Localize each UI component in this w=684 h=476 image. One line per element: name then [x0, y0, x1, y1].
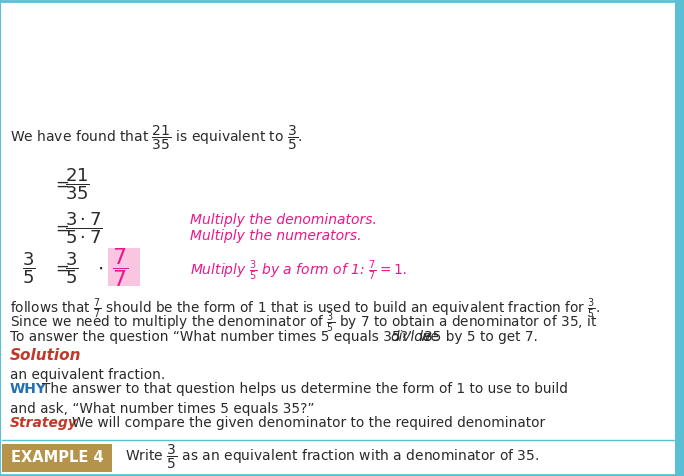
Text: Write $\dfrac{3}{5}$ as an equivalent fraction with a denominator of 35.: Write $\dfrac{3}{5}$ as an equivalent fr…	[125, 443, 540, 471]
Text: Multiply the denominators.: Multiply the denominators.	[190, 213, 377, 227]
Text: $\dfrac{3}{5}$: $\dfrac{3}{5}$	[65, 250, 79, 286]
Text: and ask, “What number times 5 equals 35?”: and ask, “What number times 5 equals 35?…	[10, 402, 315, 416]
Text: Multiply $\frac{3}{5}$ by a form of 1: $\frac{7}{7} = 1$.: Multiply $\frac{3}{5}$ by a form of 1: $…	[190, 259, 407, 283]
FancyBboxPatch shape	[675, 0, 684, 476]
Text: Strategy: Strategy	[10, 416, 78, 430]
Text: Since we need to multiply the denominator of $\frac{3}{5}$ by 7 to obtain a deno: Since we need to multiply the denominato…	[10, 311, 597, 335]
Text: $\dfrac{3 \cdot 7}{5 \cdot 7}$: $\dfrac{3 \cdot 7}{5 \cdot 7}$	[65, 210, 103, 246]
Text: Multiply the numerators.: Multiply the numerators.	[190, 229, 362, 243]
Text: $\dfrac{3}{5}$: $\dfrac{3}{5}$	[22, 250, 36, 286]
Text: $\cdot$: $\cdot$	[97, 258, 103, 278]
Text: $=$: $=$	[52, 219, 69, 237]
Text: $\dfrac{21}{35}$: $\dfrac{21}{35}$	[65, 166, 90, 202]
Text: We will compare the given denominator to the required denominator: We will compare the given denominator to…	[72, 416, 545, 430]
Text: We have found that $\dfrac{21}{35}$ is equivalent to $\dfrac{3}{5}$.: We have found that $\dfrac{21}{35}$ is e…	[10, 124, 303, 152]
Text: follows that $\frac{7}{7}$ should be the form of 1 that is used to build an equi: follows that $\frac{7}{7}$ should be the…	[10, 297, 601, 321]
FancyBboxPatch shape	[108, 248, 140, 286]
Text: an equivalent fraction.: an equivalent fraction.	[10, 368, 166, 382]
Text: WHY: WHY	[10, 382, 47, 396]
Text: To answer the question “What number times 5 equals 35?” we: To answer the question “What number time…	[10, 330, 443, 344]
Text: $\dfrac{7}{7}$: $\dfrac{7}{7}$	[112, 247, 128, 289]
Text: 35 by 5 to get 7.: 35 by 5 to get 7.	[424, 330, 538, 344]
Text: $=$: $=$	[52, 175, 69, 193]
Text: Solution: Solution	[10, 347, 81, 363]
Text: The answer to that question helps us determine the form of 1 to use to build: The answer to that question helps us det…	[42, 382, 568, 396]
Text: divide: divide	[390, 330, 431, 344]
Text: $=$: $=$	[52, 259, 69, 277]
FancyBboxPatch shape	[2, 444, 112, 472]
Text: EXAMPLE 4: EXAMPLE 4	[11, 450, 103, 466]
